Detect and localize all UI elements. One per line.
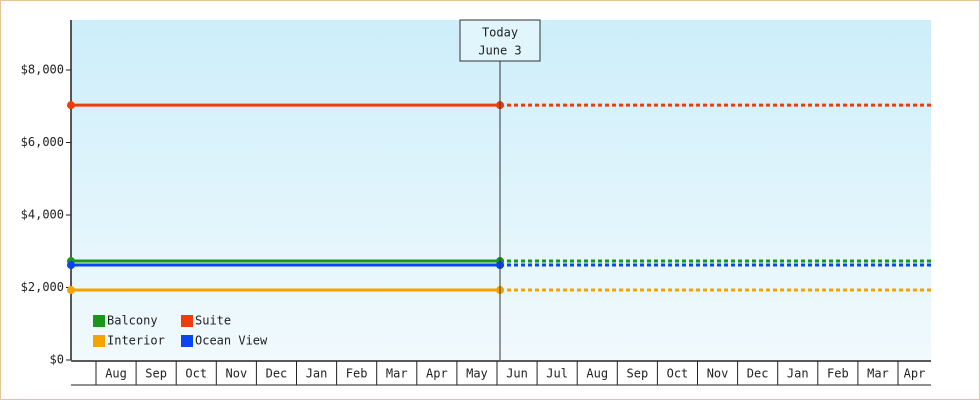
y-tick-label: $6,000 [21, 135, 64, 149]
legend-swatch [181, 315, 193, 327]
x-tick-label: Jan [306, 367, 328, 381]
start-point [67, 261, 75, 270]
x-tick-label: Jun [506, 367, 528, 381]
x-tick-label: Jul [546, 367, 568, 381]
legend-label: Balcony [107, 314, 158, 328]
x-tick-label: Dec [266, 367, 288, 381]
today-box [459, 19, 541, 62]
x-tick-label: Nov [226, 367, 248, 381]
today-label: June 3 [478, 44, 521, 58]
x-tick-label: Sep [627, 367, 649, 381]
x-tick-label: Apr [904, 367, 926, 381]
x-tick-label: Feb [827, 367, 849, 381]
x-tick-label: Dec [747, 367, 769, 381]
start-point [67, 101, 75, 110]
y-tick-label: $4,000 [21, 208, 64, 222]
legend-swatch [181, 335, 193, 347]
y-tick-label: $0 [50, 353, 64, 367]
x-tick-label: May [466, 367, 488, 381]
legend-label: Interior [107, 334, 165, 348]
x-tick-label: Apr [426, 367, 448, 381]
y-tick-label: $8,000 [21, 63, 64, 77]
legend-label: Ocean View [195, 334, 268, 348]
today-label: Today [482, 26, 518, 40]
legend-label: Suite [195, 314, 231, 328]
legend-swatch [93, 335, 105, 347]
x-tick-label: Mar [386, 367, 408, 381]
x-tick-label: Oct [185, 367, 207, 381]
x-tick-label: Nov [707, 367, 729, 381]
x-tick-label: Sep [145, 367, 167, 381]
x-tick-label: Mar [867, 367, 889, 381]
x-tick-label: Feb [346, 367, 368, 381]
legend-swatch [93, 315, 105, 327]
y-tick-label: $2,000 [21, 280, 64, 294]
x-tick-label: Jan [787, 367, 809, 381]
plot-area [71, 20, 931, 360]
x-tick-label: Aug [586, 367, 608, 381]
start-point [67, 286, 75, 295]
x-tick-label: Aug [105, 367, 127, 381]
x-tick-label: Oct [667, 367, 689, 381]
